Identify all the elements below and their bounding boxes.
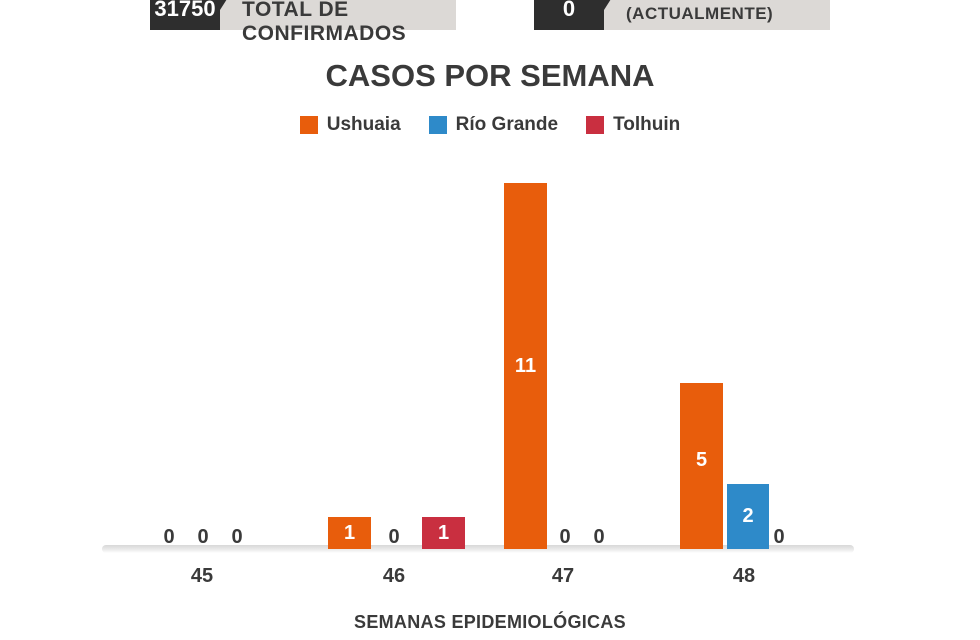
total-confirmed-stat: 31750 TOTAL DE CONFIRMADOS — [150, 0, 456, 45]
value-45-ushuaia: 0 — [163, 526, 175, 548]
current-label: (ACTUALMENTE) — [604, 0, 830, 30]
value-47-tolhuin: 0 — [593, 526, 605, 548]
x-tick-46: 46 — [382, 565, 406, 587]
current-value: 0 — [534, 0, 618, 30]
legend-label-ushuaia: Ushuaia — [326, 114, 401, 135]
legend-item-ushuaia: Ushuaia — [299, 114, 401, 136]
x-axis-baseline — [102, 545, 854, 553]
bar-label: 11 — [514, 354, 537, 377]
value-46-rio-grande: 0 — [388, 526, 400, 548]
legend-label-rio-grande: Río Grande — [455, 114, 559, 135]
bar-46-tolhuin: 1 — [422, 517, 465, 549]
x-tick-45: 45 — [190, 565, 214, 587]
x-axis-title: SEMANAS EPIDEMIOLÓGICAS — [354, 612, 626, 632]
bar-48-rio-grande: 2 — [727, 484, 769, 549]
bar-label: 2 — [742, 505, 754, 527]
bar-label: 1 — [437, 521, 450, 544]
chart-legend: Ushuaia Río Grande Tolhuin — [0, 114, 980, 136]
bar-47-ushuaia: 11 — [504, 183, 547, 549]
x-tick-48: 48 — [732, 565, 756, 587]
value-48-tolhuin: 0 — [773, 526, 785, 548]
value-45-rio-grande: 0 — [197, 526, 209, 548]
legend-swatch-rio-grande — [428, 116, 447, 134]
legend-swatch-tolhuin — [586, 116, 605, 134]
legend-swatch-ushuaia — [299, 116, 318, 134]
legend-item-rio-grande: Río Grande — [428, 114, 559, 136]
legend-item-tolhuin: Tolhuin — [586, 114, 680, 136]
value-47-rio-grande: 0 — [559, 526, 571, 548]
total-confirmed-value: 31750 — [150, 0, 234, 30]
value-45-tolhuin: 0 — [231, 526, 243, 548]
bar-46-ushuaia: 1 — [328, 517, 371, 549]
chart-title: CASOS POR SEMANA — [325, 58, 655, 93]
bar-48-ushuaia: 5 — [680, 383, 723, 549]
x-tick-47: 47 — [551, 565, 575, 587]
bar-label: 1 — [343, 521, 356, 544]
current-stat: 0 (ACTUALMENTE) — [534, 0, 830, 30]
total-confirmed-label: TOTAL DE CONFIRMADOS — [220, 0, 456, 45]
bar-label: 5 — [695, 449, 708, 471]
legend-label-tolhuin: Tolhuin — [613, 114, 681, 135]
